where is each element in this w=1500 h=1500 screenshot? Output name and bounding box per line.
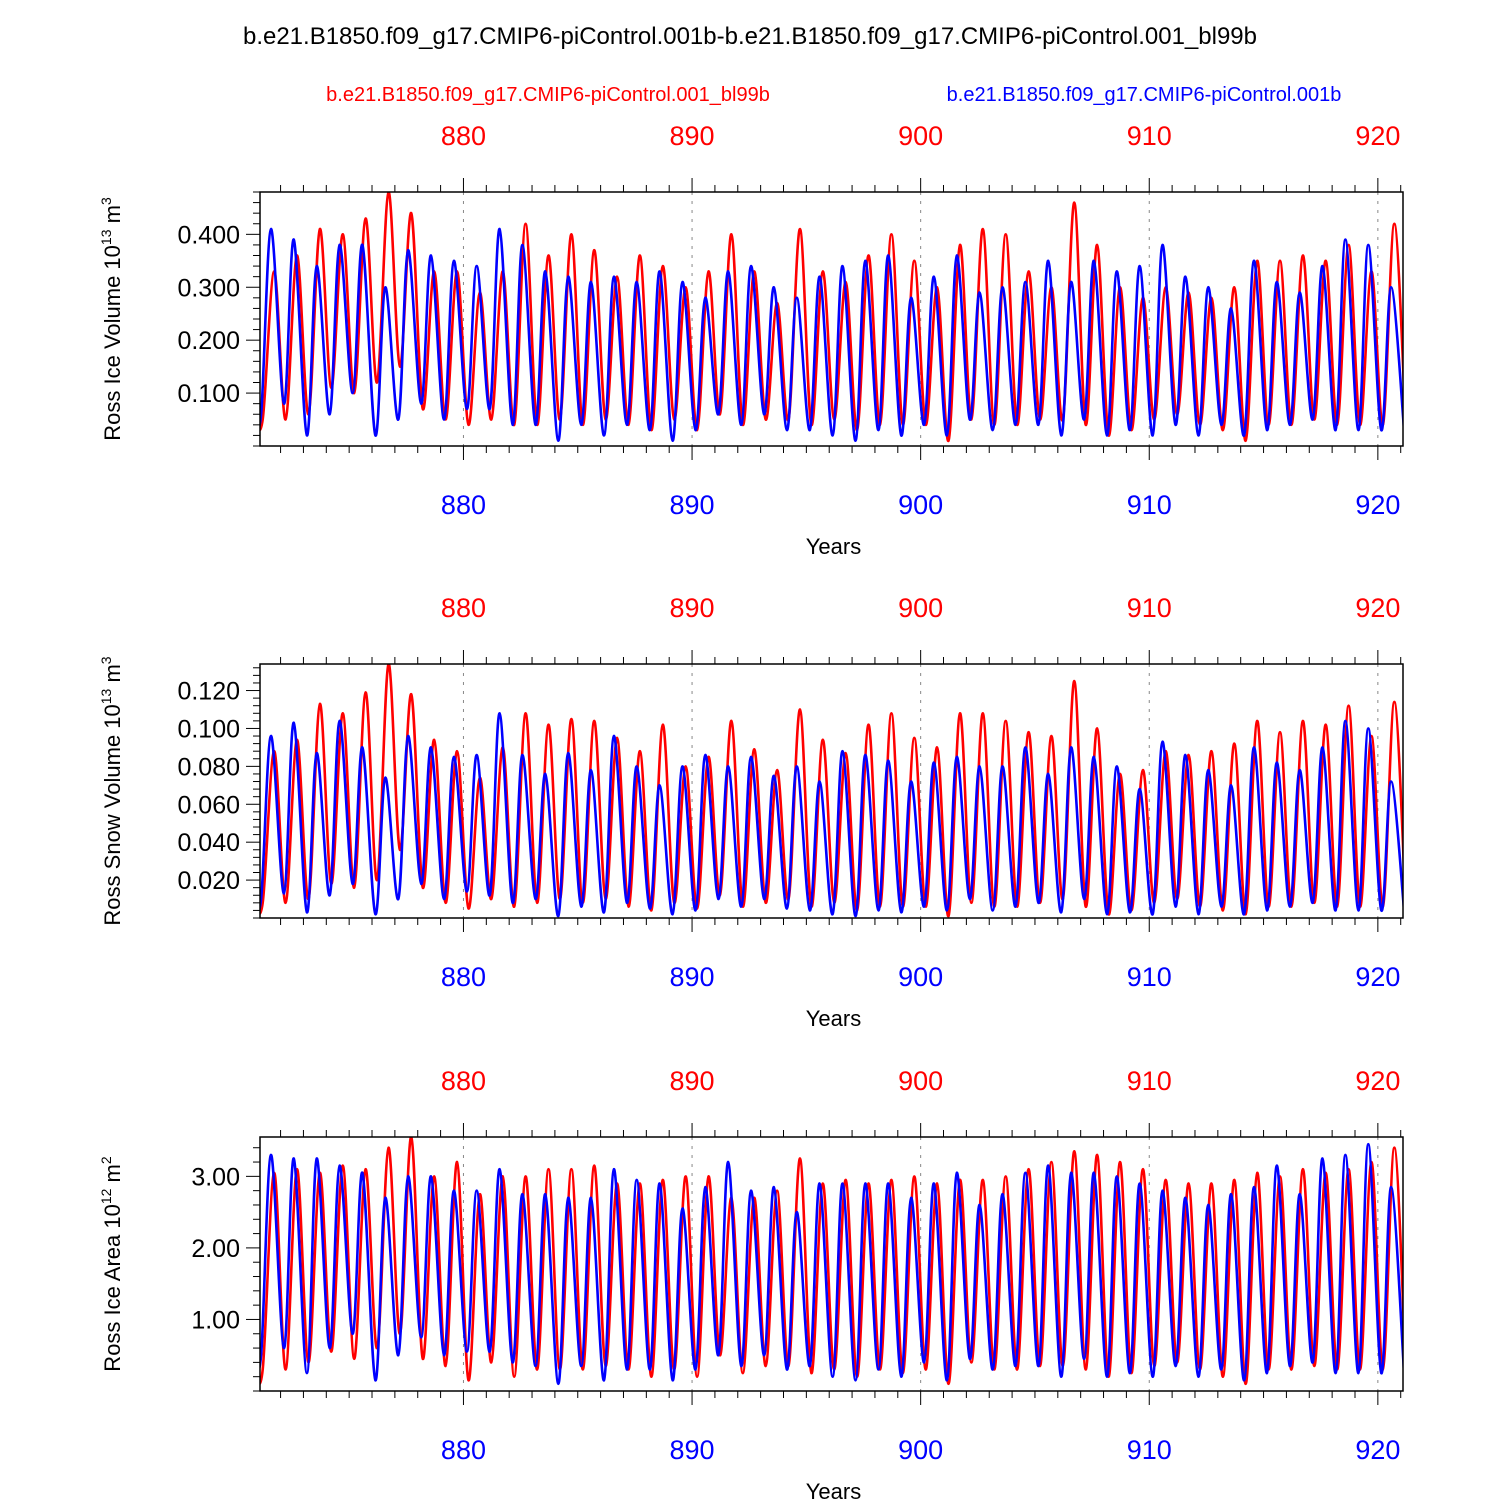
y-tick-label: 3.00 bbox=[191, 1163, 240, 1191]
x-tick-label-top: 880 bbox=[441, 121, 486, 151]
y-axis-title-exponent: 13 bbox=[98, 229, 114, 245]
x-tick-label-top: 900 bbox=[898, 121, 943, 151]
panel-ice-volume: 0.100 0.200 0.300 0.400 880 880 890 890 900 900 91… bbox=[98, 121, 1404, 559]
x-tick-label-bottom: 910 bbox=[1127, 490, 1172, 520]
x-tick-label-bottom: 910 bbox=[1127, 962, 1172, 992]
x-tick-label-bottom: 880 bbox=[441, 1435, 486, 1465]
x-tick-label-bottom: 890 bbox=[670, 962, 715, 992]
y-axis-title-unit-exponent: 3 bbox=[98, 197, 114, 205]
y-axis-title-unit-exponent: 3 bbox=[98, 656, 114, 664]
plot-frame bbox=[259, 663, 1404, 919]
y-tick-label: 0.020 bbox=[177, 867, 240, 895]
x-tick-label-bottom: 910 bbox=[1127, 1435, 1172, 1465]
y-tick-label: 0.040 bbox=[177, 829, 240, 857]
x-tick-label-top: 910 bbox=[1127, 121, 1172, 151]
x-tick-label-top: 900 bbox=[898, 1066, 943, 1096]
x-tick-label-top: 910 bbox=[1127, 1066, 1172, 1096]
x-tick-label-bottom: 880 bbox=[441, 490, 486, 520]
x-axis-title: Years bbox=[806, 1479, 861, 1500]
x-tick-label-top: 890 bbox=[670, 593, 715, 623]
x-axis-title: Years bbox=[806, 1006, 861, 1031]
x-tick-label-top: 880 bbox=[441, 1066, 486, 1096]
panel-ice-area: 1.00 2.00 3.00 880 880 890 890 900 900 910 910 920 9… bbox=[98, 1066, 1404, 1500]
series-line-blue bbox=[260, 1142, 1403, 1386]
x-tick-label-top: 890 bbox=[670, 1066, 715, 1096]
panel-snow-volume: 0.020 0.040 0.060 0.080 0.100 0.120 880 880 890 8… bbox=[98, 593, 1404, 1031]
series-line-blue bbox=[260, 227, 1403, 443]
y-axis-title-unit-exponent: 2 bbox=[98, 1156, 114, 1164]
x-tick-label-top: 910 bbox=[1127, 593, 1172, 623]
x-tick-label-top: 920 bbox=[1355, 121, 1400, 151]
y-axis-title: Ross Snow Volume 1013 m3 bbox=[98, 656, 125, 925]
x-tick-label-top: 920 bbox=[1355, 1066, 1400, 1096]
x-tick-label-bottom: 890 bbox=[670, 1435, 715, 1465]
y-axis-title-main: Ross Snow Volume 10 bbox=[100, 704, 125, 925]
y-axis-title-unit: m bbox=[100, 205, 125, 229]
series-line-blue bbox=[260, 711, 1403, 918]
y-axis-title-exponent: 12 bbox=[98, 1188, 114, 1204]
y-axis-title-exponent: 13 bbox=[98, 688, 114, 704]
x-tick-label-bottom: 900 bbox=[898, 1435, 943, 1465]
series-group bbox=[260, 664, 1403, 918]
x-tick-label-bottom: 920 bbox=[1355, 490, 1400, 520]
y-axis-title-unit: m bbox=[100, 664, 125, 688]
x-tick-label-bottom: 920 bbox=[1355, 962, 1400, 992]
y-tick-label: 0.400 bbox=[177, 221, 240, 249]
y-axis-title: Ross Ice Volume 1013 m3 bbox=[98, 197, 125, 441]
y-tick-label: 0.120 bbox=[177, 678, 240, 706]
x-tick-label-bottom: 920 bbox=[1355, 1435, 1400, 1465]
series-group bbox=[260, 192, 1403, 443]
x-tick-label-top: 880 bbox=[441, 593, 486, 623]
x-tick-label-bottom: 890 bbox=[670, 490, 715, 520]
legend-label-blue: b.e21.B1850.f09_g17.CMIP6-piControl.001b bbox=[947, 84, 1342, 106]
x-tick-label-bottom: 880 bbox=[441, 962, 486, 992]
x-tick-label-bottom: 900 bbox=[898, 962, 943, 992]
y-tick-label: 0.080 bbox=[177, 753, 240, 781]
y-tick-label: 0.100 bbox=[177, 715, 240, 743]
y-tick-label: 0.300 bbox=[177, 274, 240, 302]
y-tick-label: 2.00 bbox=[191, 1235, 240, 1263]
series-group bbox=[260, 1137, 1403, 1386]
legend-label-red: b.e21.B1850.f09_g17.CMIP6-piControl.001_… bbox=[326, 84, 770, 106]
figure-title: b.e21.B1850.f09_g17.CMIP6-piControl.001b… bbox=[243, 23, 1257, 50]
x-tick-label-bottom: 900 bbox=[898, 490, 943, 520]
y-tick-label: 0.200 bbox=[177, 327, 240, 355]
y-tick-label: 1.00 bbox=[191, 1306, 240, 1334]
y-axis-title-main: Ross Ice Volume 10 bbox=[100, 245, 125, 441]
y-axis-title: Ross Ice Area 1012 m2 bbox=[98, 1156, 125, 1372]
x-tick-label-top: 900 bbox=[898, 593, 943, 623]
y-tick-label: 0.060 bbox=[177, 791, 240, 819]
x-tick-label-top: 920 bbox=[1355, 593, 1400, 623]
y-axis-title-main: Ross Ice Area 10 bbox=[100, 1204, 125, 1372]
y-axis-title-unit: m bbox=[100, 1164, 125, 1188]
x-tick-label-top: 890 bbox=[670, 121, 715, 151]
x-axis-title: Years bbox=[806, 534, 861, 559]
y-tick-label: 0.100 bbox=[177, 380, 240, 408]
plot-frame bbox=[259, 1136, 1404, 1392]
